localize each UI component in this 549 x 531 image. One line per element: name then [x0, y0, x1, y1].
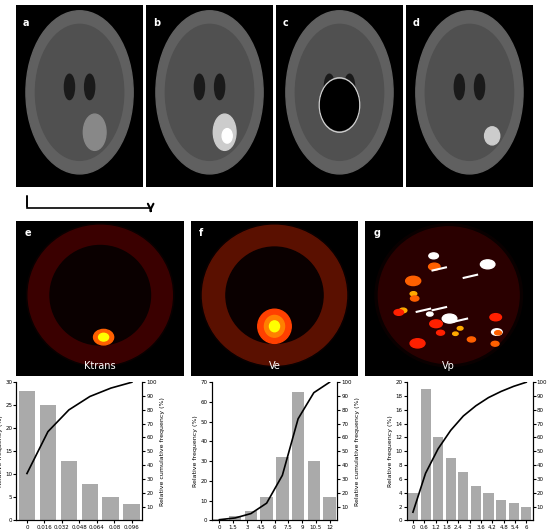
- Bar: [124, 504, 140, 520]
- Ellipse shape: [399, 308, 407, 313]
- Bar: [446, 458, 456, 520]
- Ellipse shape: [394, 310, 404, 315]
- X-axis label: 3 month after Op.: 3 month after Op.: [435, 190, 503, 199]
- Ellipse shape: [214, 114, 236, 150]
- Ellipse shape: [203, 225, 346, 365]
- Ellipse shape: [226, 247, 323, 344]
- Ellipse shape: [321, 80, 358, 131]
- Ellipse shape: [490, 314, 501, 321]
- Text: f: f: [199, 228, 203, 238]
- Bar: [103, 498, 119, 520]
- Ellipse shape: [26, 11, 133, 174]
- Ellipse shape: [324, 74, 334, 100]
- Ellipse shape: [215, 74, 225, 100]
- X-axis label: Pre-Op.: Pre-Op.: [65, 190, 94, 199]
- Ellipse shape: [495, 331, 501, 335]
- Ellipse shape: [165, 24, 254, 160]
- Text: Ktrans: Ktrans: [85, 362, 116, 371]
- Ellipse shape: [378, 227, 519, 364]
- Y-axis label: Relative frequency (%): Relative frequency (%): [0, 415, 3, 487]
- Ellipse shape: [442, 314, 457, 323]
- Ellipse shape: [35, 24, 124, 160]
- Bar: [276, 457, 289, 520]
- Ellipse shape: [270, 321, 279, 332]
- Ellipse shape: [257, 309, 292, 344]
- Y-axis label: Relative cumulative frequency (%): Relative cumulative frequency (%): [355, 397, 360, 506]
- Text: g: g: [373, 228, 380, 238]
- Text: a: a: [23, 18, 29, 28]
- Ellipse shape: [201, 224, 348, 367]
- Ellipse shape: [194, 74, 204, 100]
- Text: e: e: [25, 228, 31, 238]
- Ellipse shape: [425, 24, 514, 160]
- Ellipse shape: [222, 129, 232, 143]
- Ellipse shape: [429, 263, 440, 270]
- Ellipse shape: [410, 292, 417, 296]
- Text: c: c: [283, 18, 288, 28]
- Text: b: b: [153, 18, 160, 28]
- Ellipse shape: [156, 11, 263, 174]
- Bar: [408, 493, 418, 520]
- Bar: [81, 484, 98, 520]
- Ellipse shape: [99, 333, 109, 341]
- Bar: [40, 405, 57, 520]
- Ellipse shape: [410, 339, 425, 348]
- X-axis label: Immediate post Op.: Immediate post Op.: [301, 190, 377, 199]
- Ellipse shape: [416, 11, 523, 174]
- Ellipse shape: [26, 224, 174, 367]
- Bar: [323, 496, 336, 520]
- Bar: [496, 500, 506, 520]
- Ellipse shape: [64, 74, 75, 100]
- Text: d: d: [413, 18, 419, 28]
- Bar: [245, 510, 257, 520]
- Ellipse shape: [467, 337, 475, 342]
- Ellipse shape: [429, 253, 439, 259]
- Bar: [521, 507, 531, 520]
- Ellipse shape: [286, 11, 393, 174]
- Bar: [213, 519, 226, 520]
- Ellipse shape: [295, 24, 384, 160]
- Bar: [19, 391, 35, 520]
- Ellipse shape: [265, 315, 284, 337]
- Ellipse shape: [453, 332, 458, 336]
- Ellipse shape: [345, 74, 355, 100]
- X-axis label: Pre-Op.: Pre-Op.: [195, 190, 223, 199]
- Bar: [292, 392, 304, 520]
- Bar: [458, 472, 468, 520]
- Ellipse shape: [406, 276, 421, 286]
- Ellipse shape: [28, 225, 172, 365]
- Y-axis label: Relative frequency (%): Relative frequency (%): [193, 415, 198, 487]
- Y-axis label: Relative cumulative frequency (%): Relative cumulative frequency (%): [160, 397, 165, 506]
- Text: Ve: Ve: [268, 362, 281, 371]
- Ellipse shape: [485, 127, 500, 145]
- Ellipse shape: [83, 114, 106, 150]
- Ellipse shape: [427, 312, 433, 316]
- Bar: [508, 503, 519, 520]
- Ellipse shape: [85, 74, 94, 100]
- Bar: [471, 486, 481, 520]
- Ellipse shape: [50, 245, 150, 345]
- Ellipse shape: [457, 327, 463, 330]
- Ellipse shape: [455, 74, 464, 100]
- Ellipse shape: [375, 224, 523, 367]
- Ellipse shape: [474, 74, 485, 100]
- Y-axis label: Relative frequency (%): Relative frequency (%): [388, 415, 393, 487]
- Bar: [260, 496, 273, 520]
- Ellipse shape: [491, 329, 502, 335]
- Ellipse shape: [491, 341, 499, 346]
- Ellipse shape: [93, 329, 114, 345]
- Bar: [421, 389, 430, 520]
- Ellipse shape: [430, 320, 442, 328]
- Ellipse shape: [411, 296, 419, 301]
- Bar: [484, 493, 494, 520]
- Bar: [433, 438, 443, 520]
- Bar: [307, 461, 320, 520]
- Bar: [60, 460, 77, 520]
- Text: Vp: Vp: [442, 362, 455, 371]
- Bar: [229, 517, 242, 520]
- Ellipse shape: [480, 260, 495, 269]
- Ellipse shape: [436, 330, 445, 335]
